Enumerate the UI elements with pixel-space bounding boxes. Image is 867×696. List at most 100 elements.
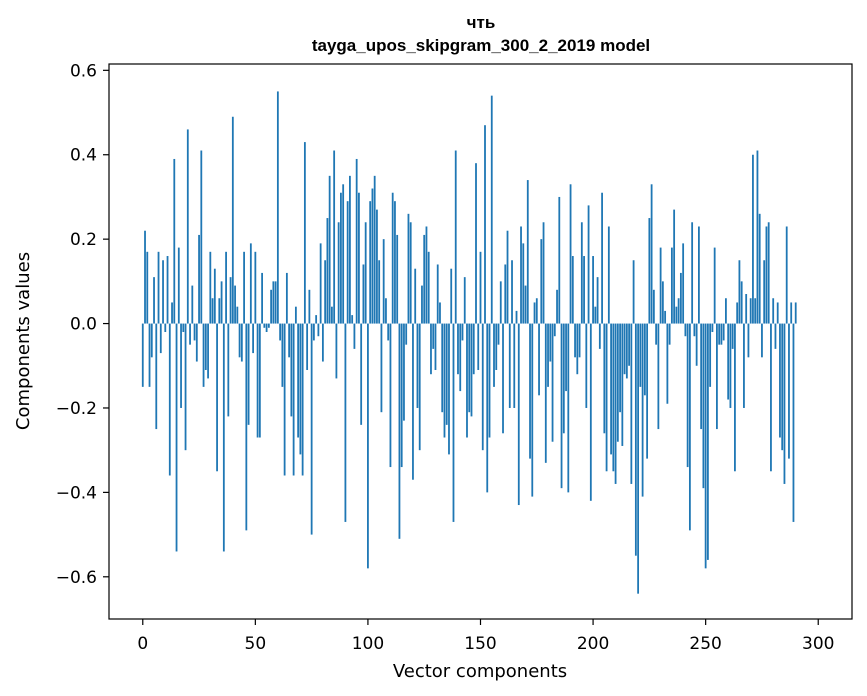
bar-19 xyxy=(184,323,187,451)
bar-60 xyxy=(276,91,279,324)
bar-189 xyxy=(567,323,570,493)
bar-265 xyxy=(738,260,741,324)
y-axis-ticks: −0.6 −0.4 −0.2 0.0 0.2 0.4 0.6 xyxy=(56,61,109,588)
bar-205 xyxy=(603,323,606,434)
bar-198 xyxy=(587,205,590,324)
bar-252 xyxy=(709,323,712,387)
bar-240 xyxy=(682,243,685,324)
bar-2 xyxy=(146,251,149,324)
y-tick-label: 0.6 xyxy=(70,61,97,81)
bar-174 xyxy=(533,302,536,324)
bar-13 xyxy=(171,302,173,324)
bar-83 xyxy=(328,175,331,324)
bar-234 xyxy=(668,323,671,345)
bar-111 xyxy=(391,192,394,324)
bar-259 xyxy=(725,298,727,324)
bar-168 xyxy=(520,226,522,324)
bar-222 xyxy=(641,323,644,497)
y-tick-label: 0.0 xyxy=(70,315,97,335)
bar-104 xyxy=(376,209,378,324)
bar-277 xyxy=(765,226,768,324)
bar-201 xyxy=(594,306,597,324)
bar-172 xyxy=(529,323,531,459)
bar-167 xyxy=(517,323,520,506)
bar-120 xyxy=(412,323,414,480)
bar-103 xyxy=(373,175,376,324)
bar-114 xyxy=(398,323,401,539)
bar-135 xyxy=(445,323,448,425)
bar-11 xyxy=(166,256,169,324)
bar-3 xyxy=(148,323,151,387)
bar-228 xyxy=(655,323,658,345)
bar-9 xyxy=(162,260,164,324)
bar-138 xyxy=(452,323,455,522)
bar-118 xyxy=(407,213,410,324)
y-tick-label: 0.4 xyxy=(70,146,97,166)
bar-178 xyxy=(542,222,545,324)
bar-140 xyxy=(457,323,459,375)
y-axis-label: Components values xyxy=(13,252,34,430)
bar-203 xyxy=(598,323,601,349)
bar-175 xyxy=(535,298,538,324)
bar-144 xyxy=(466,323,468,438)
bar-288 xyxy=(790,302,793,324)
bar-101 xyxy=(369,201,372,324)
bar-70 xyxy=(299,323,302,455)
bar-275 xyxy=(761,323,763,358)
bar-230 xyxy=(659,247,662,324)
bar-61 xyxy=(279,323,282,341)
bar-8 xyxy=(159,323,162,354)
bar-4 xyxy=(150,323,153,358)
bar-112 xyxy=(394,201,396,324)
bar-273 xyxy=(756,150,759,324)
bar-290 xyxy=(794,302,797,324)
bar-246 xyxy=(695,323,698,366)
bar-269 xyxy=(747,323,750,358)
bar-68 xyxy=(294,306,297,324)
bar-267 xyxy=(743,323,745,408)
bar-95 xyxy=(355,158,358,324)
bar-152 xyxy=(484,125,486,324)
bar-206 xyxy=(605,323,608,472)
bar-121 xyxy=(414,268,417,324)
bar-52 xyxy=(258,323,261,438)
bar-74 xyxy=(308,289,311,324)
bar-158 xyxy=(497,323,500,345)
bar-218 xyxy=(632,260,635,324)
bar-261 xyxy=(729,323,732,408)
bar-196 xyxy=(583,256,585,324)
bar-94 xyxy=(353,323,356,349)
bar-225 xyxy=(648,218,651,324)
bar-series xyxy=(141,91,797,594)
x-tick-label: 50 xyxy=(245,634,267,654)
bar-256 xyxy=(718,323,721,345)
bar-41 xyxy=(234,285,236,324)
bar-59 xyxy=(274,281,277,324)
bar-139 xyxy=(454,150,457,324)
bar-53 xyxy=(261,272,263,324)
bar-96 xyxy=(358,192,360,324)
bar-84 xyxy=(331,306,333,324)
bar-183 xyxy=(553,323,556,337)
bar-164 xyxy=(511,260,513,324)
x-tick-label: 100 xyxy=(352,634,384,654)
bar-223 xyxy=(643,323,646,396)
bar-65 xyxy=(288,323,291,358)
bar-90 xyxy=(344,323,347,522)
bar-251 xyxy=(707,323,709,560)
bar-160 xyxy=(502,323,504,434)
bar-191 xyxy=(571,256,574,324)
bar-142 xyxy=(461,323,464,341)
x-tick-label: 200 xyxy=(577,634,609,654)
bar-108 xyxy=(385,298,387,324)
bar-215 xyxy=(625,323,628,379)
bar-274 xyxy=(758,213,761,324)
bar-254 xyxy=(713,247,716,324)
bar-159 xyxy=(499,281,502,324)
bar-264 xyxy=(736,302,739,324)
bar-143 xyxy=(463,277,466,324)
bar-235 xyxy=(670,247,673,324)
bar-33 xyxy=(216,323,218,472)
bar-147 xyxy=(472,323,475,375)
bar-87 xyxy=(337,222,340,324)
